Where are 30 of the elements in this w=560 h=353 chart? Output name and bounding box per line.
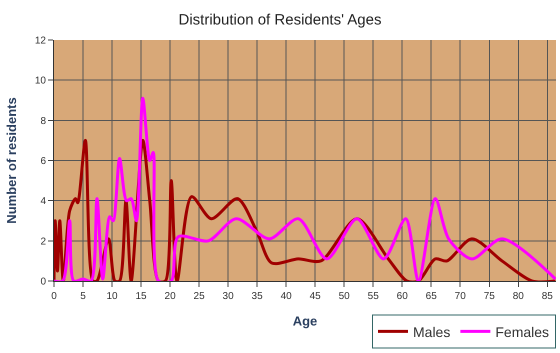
y-tick-label: 12 [34,36,46,46]
x-tick-label: 5 [80,291,86,302]
x-tick-label: 60 [396,291,408,302]
x-tick-label: 20 [164,291,176,302]
y-tick-label: 2 [40,236,46,248]
x-axis-title: Age [292,314,318,329]
x-tick-label: 80 [512,291,524,302]
x-tick-label: 85 [542,291,554,302]
x-tick-label: 15 [135,291,148,302]
y-tick-label: 8 [40,116,46,127]
x-tick-label: 40 [280,291,292,302]
x-tick-label: 55 [368,291,380,302]
y-axis-title: Number of residents [4,97,19,224]
x-tick-label: 10 [106,291,118,302]
y-tick-label: 6 [40,156,46,167]
legend-label: Males [413,324,450,340]
y-tick-label: 4 [40,196,46,208]
x-tick-label: 70 [454,291,466,302]
y-tick-label: 10 [34,76,46,87]
x-tick-label: 50 [338,291,350,302]
x-tick-label: 35 [252,291,264,302]
x-tick-label: 45 [310,291,322,302]
x-tick-label: 65 [426,291,438,302]
x-tick-label: 75 [484,291,496,302]
x-tick-label: 0 [51,291,58,302]
legend-label: Females [495,324,550,340]
x-tick-label: 30 [222,291,234,302]
x-tick-label: 25 [194,291,206,302]
y-tick-label: 0 [40,276,46,288]
chart-title: Distribution of Residents' Ages [178,12,382,29]
